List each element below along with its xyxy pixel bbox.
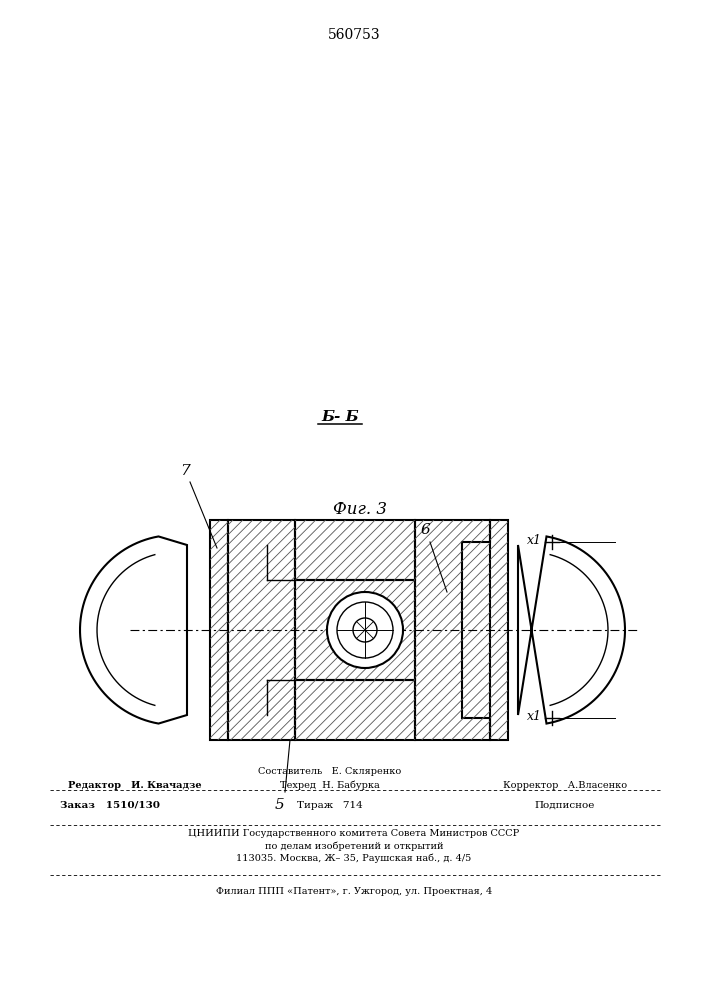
Text: 113035. Москва, Ж– 35, Раушская наб., д. 4/5: 113035. Москва, Ж– 35, Раушская наб., д.… <box>236 853 472 863</box>
Bar <box>210 520 228 740</box>
Text: 6: 6 <box>420 523 430 537</box>
Circle shape <box>353 618 377 642</box>
Text: ЦНИИПИ Государственного комитета Совета Министров СССР: ЦНИИПИ Государственного комитета Совета … <box>188 830 520 838</box>
Text: Редактор   И. Квачадзе: Редактор И. Квачадзе <box>68 780 201 790</box>
Text: Корректор   А.Власенко: Корректор А.Власенко <box>503 780 627 790</box>
Bar <box>490 520 508 740</box>
Text: 5: 5 <box>275 798 285 812</box>
Text: Фиг. 3: Фиг. 3 <box>333 502 387 518</box>
Text: 7: 7 <box>180 464 190 478</box>
Text: Подписное: Подписное <box>534 800 595 810</box>
Circle shape <box>327 592 403 668</box>
Text: по делам изобретений и открытий: по делам изобретений и открытий <box>264 841 443 851</box>
Text: х1: х1 <box>527 534 542 546</box>
Text: Филиал ППП «Патент», г. Ужгород, ул. Проектная, 4: Филиал ППП «Патент», г. Ужгород, ул. Про… <box>216 888 492 896</box>
Text: Составитель   Е. Скляренко: Составитель Е. Скляренко <box>258 768 402 776</box>
Text: Техред  Н. Бабурка: Техред Н. Бабурка <box>280 780 380 790</box>
Text: х1: х1 <box>527 710 542 722</box>
Text: Тираж   714: Тираж 714 <box>297 800 363 810</box>
Text: 560753: 560753 <box>327 28 380 42</box>
Text: Заказ   1510/130: Заказ 1510/130 <box>60 800 160 810</box>
Text: Б- Б: Б- Б <box>321 410 359 424</box>
